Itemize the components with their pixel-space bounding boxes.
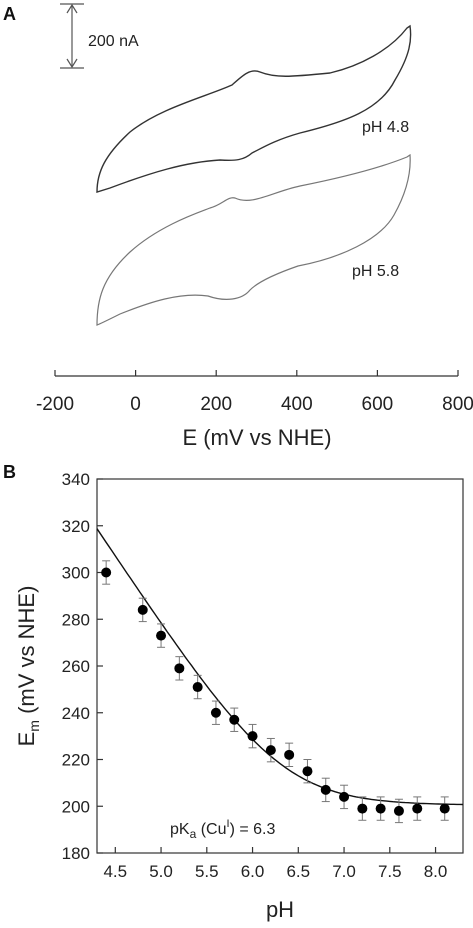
- y-axis-title-rest: (mV vs NHE): [14, 586, 39, 720]
- pka-prefix: pK: [170, 821, 190, 838]
- panel-a-x-axis-title: E (mV vs NHE): [182, 425, 331, 450]
- cv-trace-ph-4-8: [96, 24, 412, 193]
- cv-label-ph-5-8: pH 5.8: [352, 263, 399, 280]
- panel-b-plot-frame: [96, 478, 464, 854]
- data-marker: [302, 766, 313, 777]
- panel-b-data-points: [101, 560, 450, 824]
- data-point: [357, 796, 368, 821]
- scale-bar-arrow-down: [66, 58, 78, 69]
- panel-a-x-tick-label: 600: [362, 394, 394, 415]
- data-marker: [439, 803, 450, 814]
- data-point: [375, 796, 386, 821]
- panel-b-y-tick-label: 260: [62, 657, 90, 676]
- data-point: [439, 796, 450, 821]
- panel-a-x-ticks: -200 0 200 400 600 800: [36, 370, 473, 415]
- scale-bar-label: 200 nA: [88, 33, 139, 50]
- data-point: [247, 723, 258, 749]
- data-marker: [320, 784, 331, 795]
- pka-sub: a: [190, 827, 197, 841]
- pka-suffix: ) = 6.3: [230, 821, 276, 838]
- data-marker: [247, 731, 258, 742]
- data-marker: [412, 803, 423, 814]
- cv-label-ph-4-8: pH 4.8: [362, 119, 409, 136]
- data-point: [412, 796, 423, 821]
- panel-b-x-tick-label: 8.0: [424, 862, 448, 881]
- data-marker: [174, 663, 185, 674]
- cv-trace-ph-5-8: [96, 153, 411, 326]
- panel-a-x-tick-label: -200: [36, 394, 74, 415]
- data-point: [320, 777, 331, 803]
- panel-b-y-tick-label: 300: [62, 564, 90, 583]
- data-marker: [101, 567, 112, 578]
- data-marker: [265, 745, 276, 756]
- panel-a-x-tick-label: 800: [442, 394, 473, 415]
- panel-b-x-tick-label: 6.5: [286, 862, 310, 881]
- data-point: [302, 759, 313, 784]
- data-marker: [229, 714, 240, 725]
- scale-bar: 200 nA: [60, 3, 139, 69]
- data-point: [393, 798, 404, 824]
- data-marker: [137, 604, 148, 615]
- data-marker: [357, 803, 368, 814]
- data-point: [174, 656, 185, 681]
- data-point: [210, 700, 221, 725]
- data-marker: [339, 791, 350, 802]
- panel-b-label: B: [3, 462, 16, 482]
- panel-b-x-tick-label: 5.5: [195, 862, 219, 881]
- data-marker: [284, 749, 295, 760]
- panel-b: B 180 200 220 240 260 280 300 320 340 4.5 5.0 5.5 6…: [3, 462, 464, 922]
- data-point: [265, 737, 276, 763]
- panel-b-x-tick-label: 5.0: [149, 862, 173, 881]
- panel-b-x-ticks: 4.5 5.0 5.5 6.0 6.5 7.0 7.5 8.0: [103, 847, 447, 881]
- data-marker: [192, 682, 203, 693]
- panel-a-x-tick-label: 0: [130, 394, 141, 415]
- data-marker: [375, 803, 386, 814]
- data-point: [284, 742, 295, 768]
- y-axis-title-sub: m: [26, 720, 42, 732]
- panel-b-x-tick-label: 6.0: [241, 862, 265, 881]
- data-point: [339, 784, 350, 810]
- panel-b-y-tick-label: 320: [62, 517, 90, 536]
- data-point: [192, 674, 203, 700]
- data-marker: [210, 707, 221, 718]
- data-marker: [393, 805, 404, 816]
- panel-b-y-axis-title: Em (mV vs NHE): [14, 586, 42, 747]
- pka-sup: I: [227, 818, 230, 830]
- panel-b-x-tick-label: 4.5: [103, 862, 127, 881]
- scale-bar-arrow-up: [66, 3, 78, 14]
- panel-a-x-tick-label: 400: [281, 394, 313, 415]
- panel-b-y-tick-label: 180: [62, 844, 90, 863]
- panel-b-y-tick-label: 340: [62, 470, 90, 489]
- panel-a-label: A: [3, 4, 16, 24]
- panel-b-x-tick-label: 7.0: [332, 862, 356, 881]
- panel-b-x-tick-label: 7.5: [378, 862, 402, 881]
- pka-mid: (Cu: [196, 821, 226, 838]
- pka-annotation: pKa (CuI) = 6.3: [170, 818, 275, 841]
- panel-b-y-tick-label: 220: [62, 751, 90, 770]
- fit-curve: [96, 528, 464, 806]
- panel-a: A 200 nA pH 4.8 pH 5.8 -200 0 200 400 600 800…: [3, 3, 473, 450]
- panel-a-x-tick-label: 200: [200, 394, 232, 415]
- data-point: [101, 560, 112, 585]
- panel-b-y-ticks: 180 200 220 240 260 280 300 320 340: [62, 470, 103, 863]
- panel-b-y-tick-label: 280: [62, 610, 90, 629]
- panel-b-y-tick-label: 240: [62, 704, 90, 723]
- data-point: [229, 707, 240, 732]
- y-axis-title-main: E: [14, 732, 39, 747]
- data-point: [137, 597, 148, 623]
- panel-b-y-tick-label: 200: [62, 797, 90, 816]
- panel-b-x-axis-title: pH: [266, 897, 294, 922]
- data-marker: [156, 630, 167, 641]
- data-point: [156, 623, 167, 648]
